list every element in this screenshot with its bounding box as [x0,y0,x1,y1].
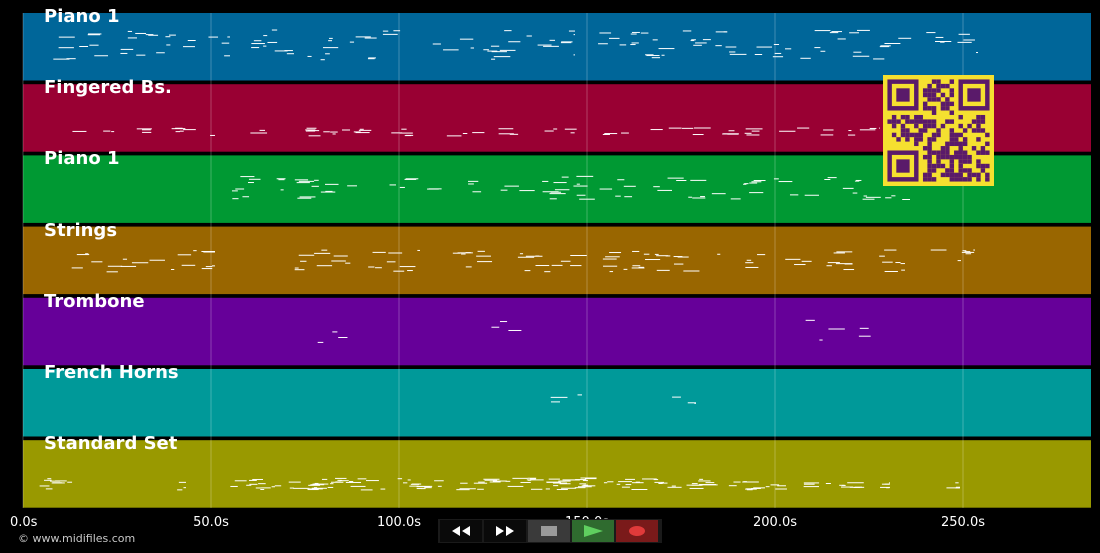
track-lane [23,369,1091,437]
time-tick-label: 0.0s [10,515,38,530]
time-tick-label: 50.0s [193,515,229,530]
time-tick-label: 200.0s [753,515,797,530]
fast-forward-icon [496,526,514,536]
fast-forward-button[interactable] [484,520,526,542]
stop-button[interactable] [528,520,570,542]
copyright-text: © www.midifiles.com [18,532,136,545]
track-title: Piano 1 [44,148,120,170]
track-title: Piano 1 [44,6,120,27]
play-icon [584,525,603,537]
record-button[interactable] [616,520,658,542]
transport-controls [438,519,662,543]
track-title: Trombone [44,290,145,312]
track-title: French Horns [44,362,179,383]
track-lane [23,226,1091,295]
track-title: Fingered Bs. [44,77,172,99]
stop-icon [541,526,557,536]
track-title: Strings [44,219,118,241]
time-tick-label: 100.0s [377,515,421,530]
track-title: Standard Set [44,433,178,455]
rewind-button[interactable] [440,520,482,542]
track-lane [23,297,1091,366]
time-tick-label: 250.0s [941,515,985,530]
qr-code-icon [883,75,994,186]
play-button[interactable] [572,520,614,542]
rewind-icon [452,526,470,536]
record-icon [629,526,645,536]
track-lane [23,440,1091,508]
